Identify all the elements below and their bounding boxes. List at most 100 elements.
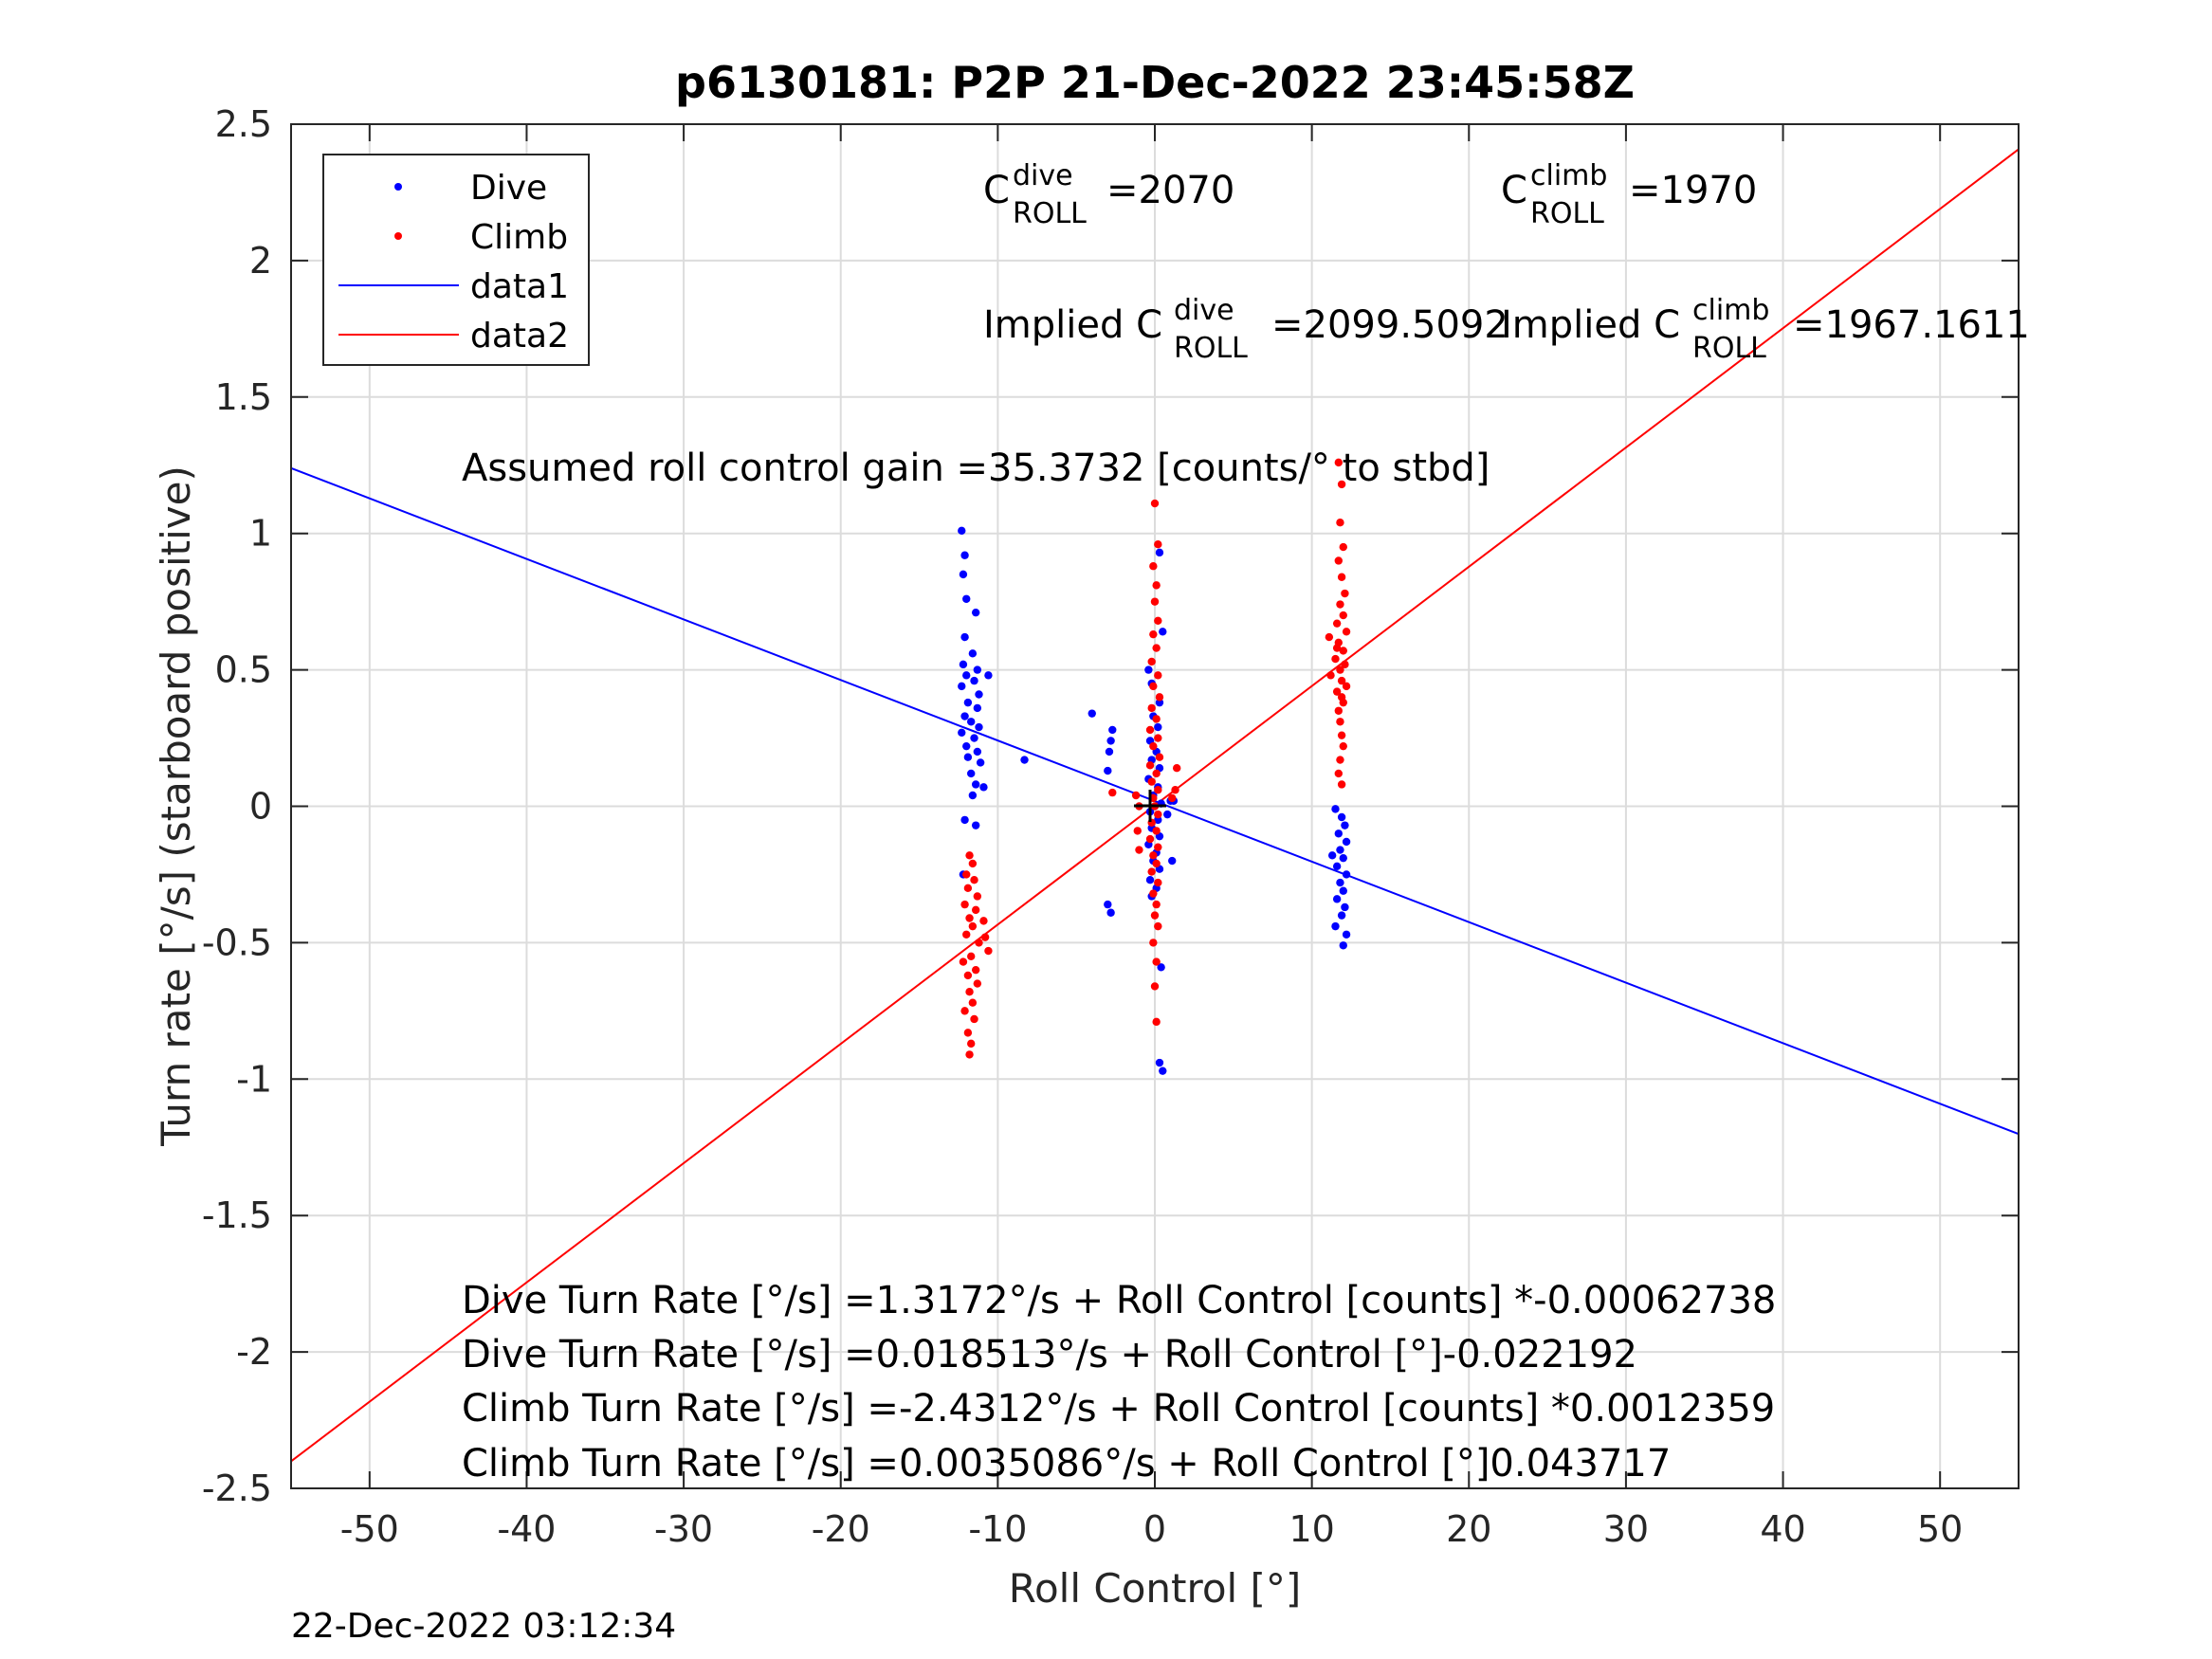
- climb-point: [963, 971, 973, 980]
- dive-point: [1339, 886, 1347, 895]
- climb-point: [1152, 900, 1161, 909]
- dive-point: [1144, 665, 1153, 674]
- equation-climb-degrees: Climb Turn Rate [°/s] =0.0035086°/s + Ro…: [462, 1442, 1671, 1486]
- climb-point: [1150, 499, 1160, 508]
- y-tick-label: 0: [249, 786, 272, 828]
- climb-point: [1147, 657, 1156, 666]
- dive-point: [971, 780, 980, 789]
- dive-point: [1334, 830, 1343, 838]
- climb-point: [1339, 542, 1347, 552]
- dive-point: [1339, 853, 1347, 863]
- dive-point: [1331, 921, 1340, 931]
- climb-point: [1145, 834, 1155, 844]
- climb-point: [980, 933, 990, 941]
- dive-point: [1332, 895, 1342, 903]
- climb-point: [1152, 644, 1161, 652]
- climb-point: [1152, 769, 1161, 778]
- dive-point: [960, 632, 969, 642]
- dive-point: [1341, 821, 1349, 830]
- climb-point: [1154, 616, 1162, 625]
- gain-annotation: Assumed roll control gain =35.3732 [coun…: [462, 447, 1490, 490]
- x-tick-label: -30: [654, 1508, 713, 1550]
- climb-point: [1337, 780, 1346, 789]
- climb-point: [1336, 665, 1344, 674]
- climb-point: [965, 914, 974, 922]
- dive-point: [968, 791, 978, 800]
- dive-point: [1105, 747, 1114, 757]
- climb-point: [960, 900, 969, 909]
- climb-point: [1147, 867, 1156, 876]
- climb-point: [1152, 715, 1161, 723]
- x-tick-label: 10: [1289, 1508, 1334, 1550]
- climb-point: [963, 884, 973, 893]
- dive-point: [1020, 756, 1029, 764]
- dive-point: [1155, 1058, 1164, 1067]
- dive-point: [1342, 930, 1351, 939]
- implied-dive-base: Implied C: [983, 303, 1162, 347]
- climb-point: [1154, 921, 1162, 931]
- dive-point: [967, 718, 976, 726]
- climb-point: [1149, 939, 1158, 947]
- x-tick-label: 30: [1603, 1508, 1649, 1550]
- climb-point: [1149, 682, 1158, 691]
- climb-point: [1135, 846, 1143, 854]
- climb-point: [1147, 777, 1156, 786]
- dive-point: [975, 722, 983, 732]
- implied-climb-value: =1967.1611: [1793, 303, 2030, 347]
- climb-point: [979, 917, 988, 925]
- data-points: [958, 458, 1351, 1075]
- legend-climb-marker: [394, 232, 402, 240]
- dive-point: [973, 747, 982, 757]
- legend-climb-label: Climb: [470, 218, 568, 257]
- climb-point: [1339, 647, 1347, 655]
- climb-point: [971, 965, 980, 975]
- climb-point: [965, 1050, 974, 1059]
- climb-point: [1334, 556, 1343, 565]
- climb-point: [965, 988, 974, 996]
- climb-point: [1152, 859, 1161, 868]
- climb-point: [1326, 671, 1335, 680]
- implied-climb-base: Implied C: [1501, 303, 1680, 347]
- climb-point: [1154, 843, 1162, 851]
- dive-point: [958, 682, 966, 691]
- climb-point: [1339, 611, 1347, 620]
- dive-c-roll-sup: dive: [1013, 159, 1073, 192]
- tick-marks: [291, 123, 2019, 1489]
- climb-point: [1337, 480, 1346, 489]
- dive-c-roll-base: C: [983, 169, 1010, 212]
- dive-point: [1155, 698, 1164, 707]
- dive-point: [975, 690, 983, 699]
- climb-c-roll-sup: climb: [1530, 159, 1607, 192]
- dive-point: [1108, 725, 1117, 735]
- climb-point: [1154, 878, 1162, 887]
- climb-point: [970, 876, 978, 884]
- climb-point: [973, 892, 982, 901]
- dive-point: [968, 649, 978, 658]
- climb-point: [962, 930, 971, 939]
- climb-point: [1339, 698, 1347, 707]
- y-tick-label: 1: [249, 513, 272, 555]
- climb-point: [1154, 671, 1162, 680]
- climb-point: [968, 859, 978, 868]
- dive-point: [959, 660, 968, 669]
- climb-point: [967, 1039, 976, 1048]
- dive-point: [973, 703, 982, 713]
- climb-point: [1145, 761, 1155, 770]
- climb-point: [1154, 540, 1162, 549]
- dive-point: [1159, 628, 1167, 636]
- dive-point: [1155, 548, 1164, 557]
- dive-point: [967, 769, 976, 778]
- x-tick-label: 20: [1446, 1508, 1491, 1550]
- climb-point: [1171, 786, 1179, 794]
- climb-point: [975, 939, 983, 947]
- climb-point: [1341, 660, 1349, 669]
- climb-point: [1131, 791, 1141, 800]
- climb-point: [967, 952, 976, 960]
- climb-point: [970, 1014, 978, 1024]
- y-tick-label: 2.5: [215, 103, 272, 145]
- climb-point: [1145, 725, 1155, 735]
- origin-marker: [1134, 790, 1166, 822]
- x-tick-label: 40: [1760, 1508, 1805, 1550]
- dive-point: [1337, 911, 1346, 920]
